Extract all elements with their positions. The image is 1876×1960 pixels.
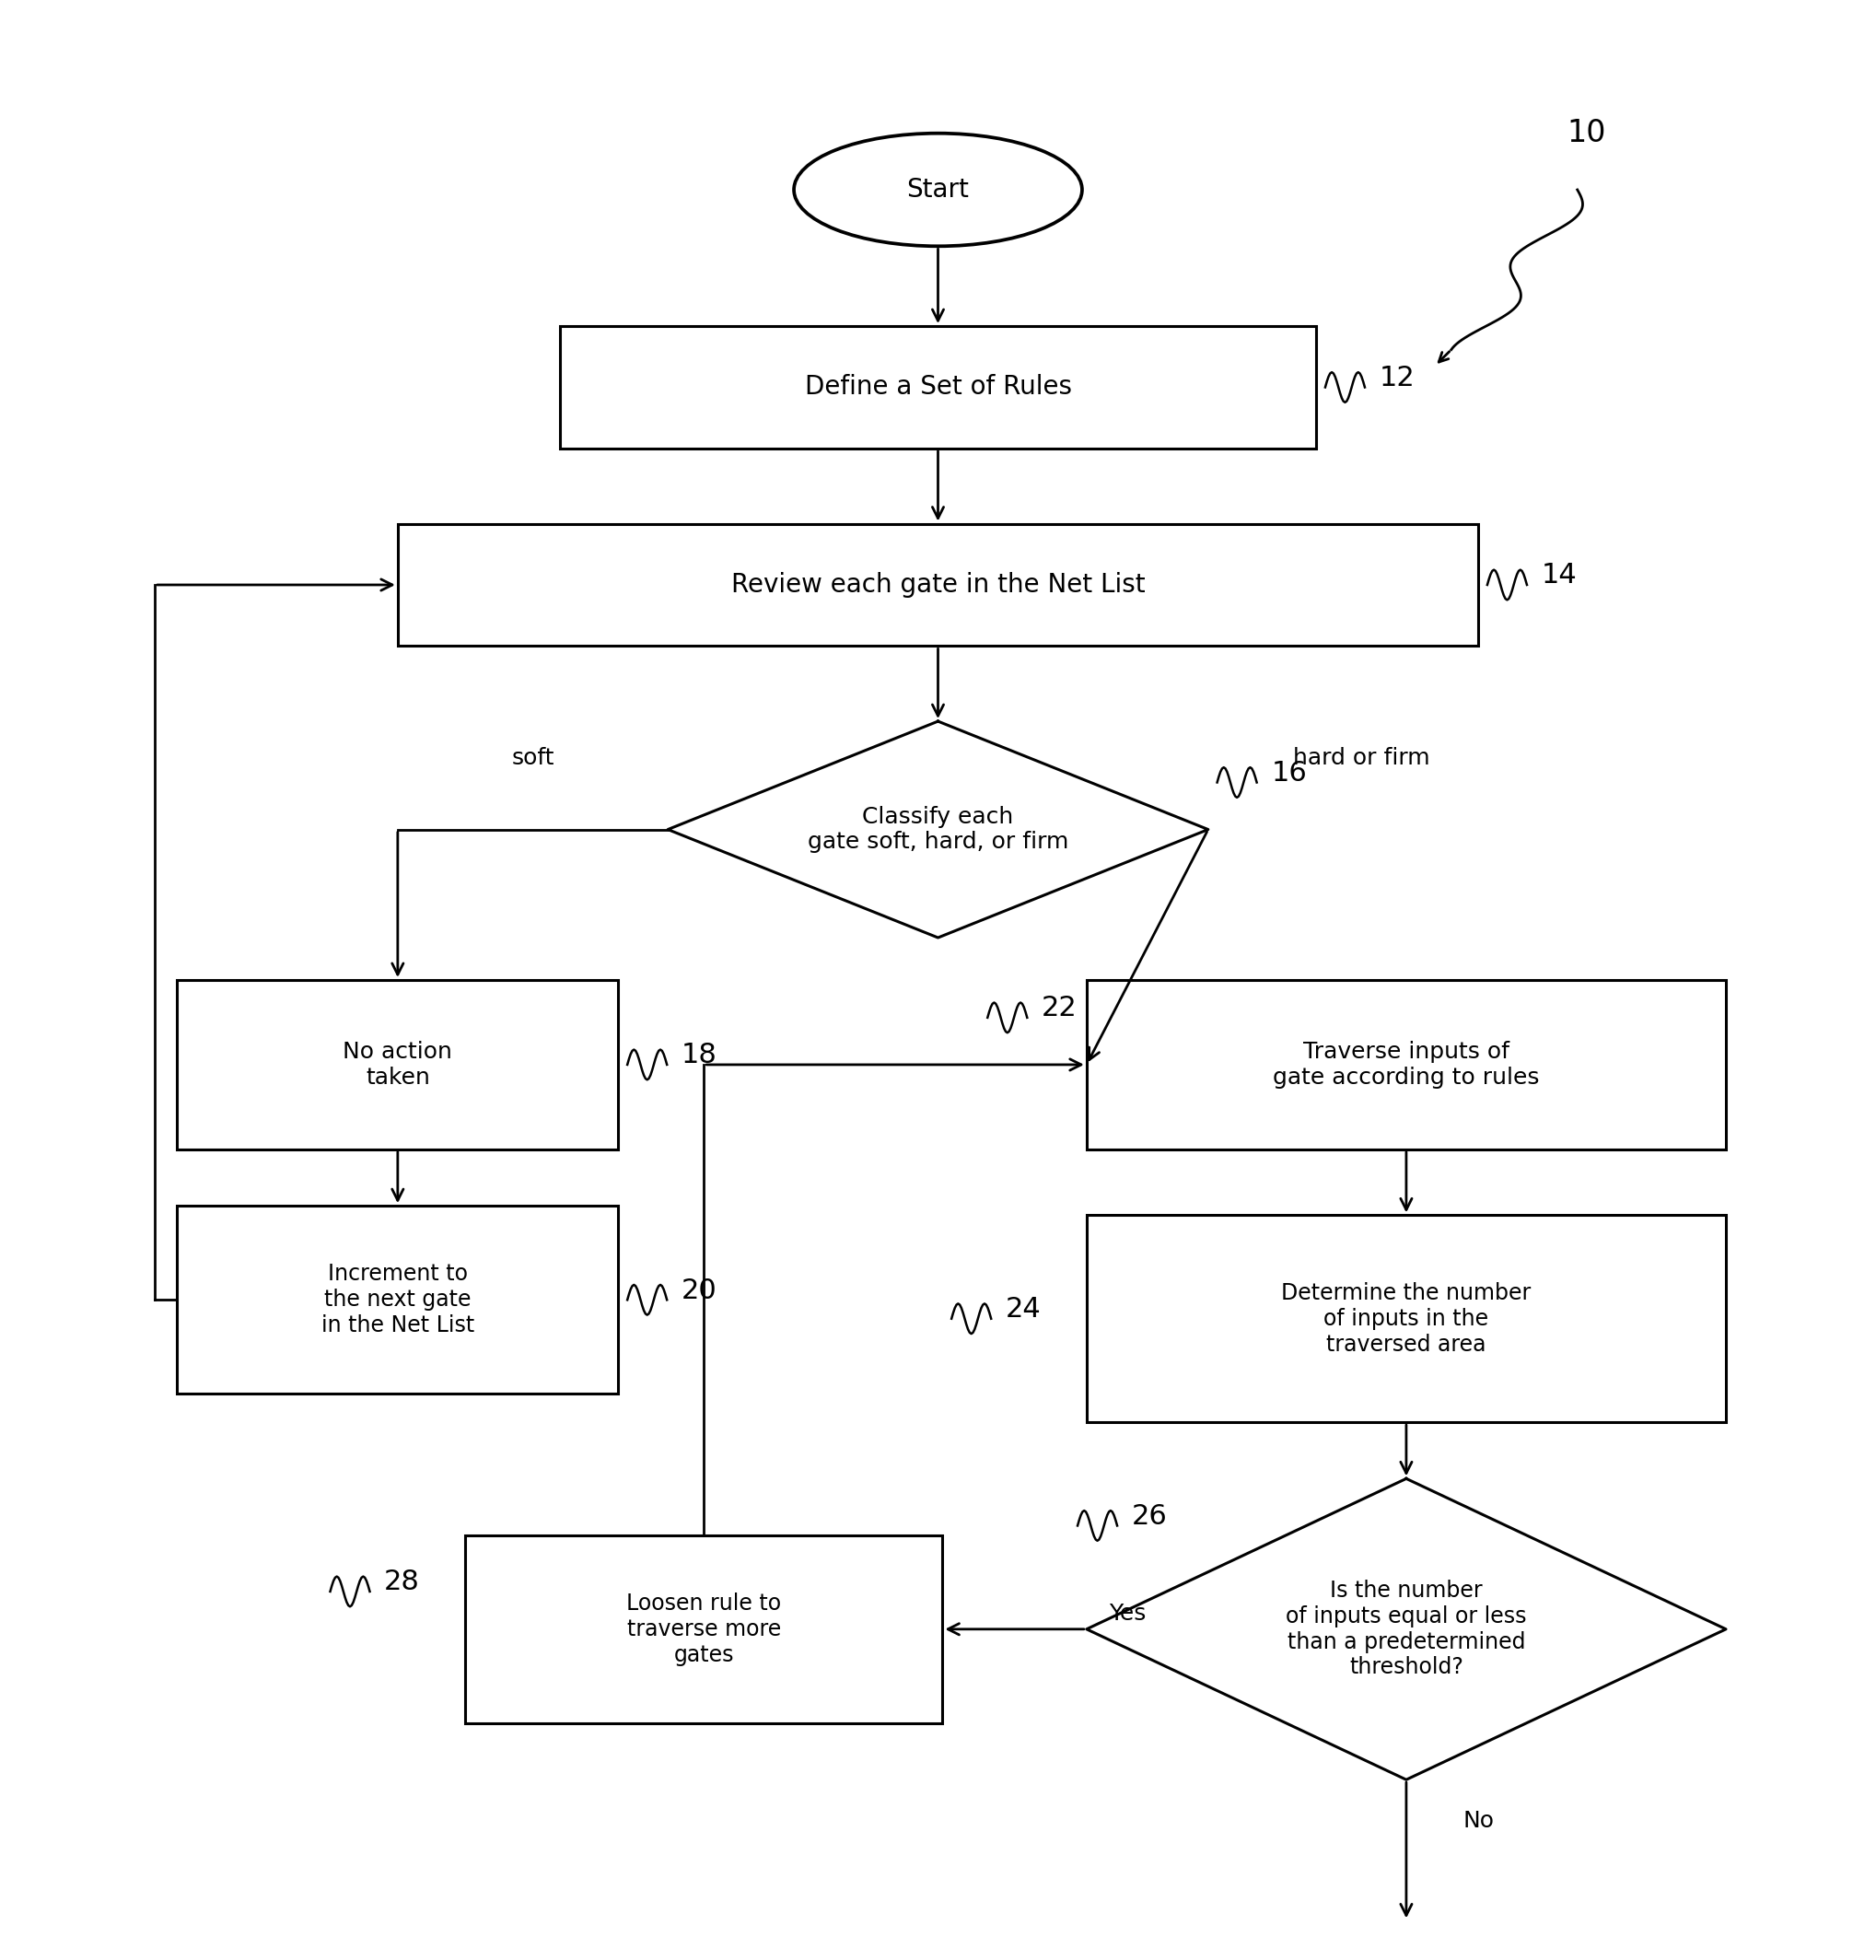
Text: Start: Start bbox=[906, 176, 970, 202]
Text: Determine the number
of inputs in the
traversed area: Determine the number of inputs in the tr… bbox=[1281, 1282, 1531, 1356]
Text: No: No bbox=[1463, 1809, 1493, 1833]
Text: 14: 14 bbox=[1542, 563, 1578, 588]
Text: No action
taken: No action taken bbox=[343, 1041, 452, 1088]
Bar bbox=[1086, 1215, 1726, 1423]
Text: 22: 22 bbox=[1041, 996, 1077, 1021]
Text: Loosen rule to
traverse more
gates: Loosen rule to traverse more gates bbox=[627, 1592, 780, 1666]
Text: Yes: Yes bbox=[1109, 1603, 1146, 1625]
Bar bbox=[176, 1205, 619, 1394]
Text: Is the number
of inputs equal or less
than a predetermined
threshold?: Is the number of inputs equal or less th… bbox=[1285, 1580, 1527, 1678]
Text: 24: 24 bbox=[1006, 1296, 1041, 1323]
Text: Traverse inputs of
gate according to rules: Traverse inputs of gate according to rul… bbox=[1274, 1041, 1540, 1088]
Text: Define a Set of Rules: Define a Set of Rules bbox=[805, 374, 1071, 400]
Bar bbox=[176, 980, 619, 1149]
Text: Review each gate in the Net List: Review each gate in the Net List bbox=[732, 572, 1144, 598]
Text: 26: 26 bbox=[1131, 1503, 1167, 1529]
Bar bbox=[559, 325, 1317, 449]
Text: 10: 10 bbox=[1566, 118, 1606, 149]
Text: Classify each
gate soft, hard, or firm: Classify each gate soft, hard, or firm bbox=[807, 806, 1069, 853]
Text: hard or firm: hard or firm bbox=[1293, 747, 1430, 768]
Text: 20: 20 bbox=[681, 1278, 717, 1303]
Text: Increment to
the next gate
in the Net List: Increment to the next gate in the Net Li… bbox=[321, 1262, 475, 1337]
Text: 28: 28 bbox=[385, 1568, 420, 1595]
Text: soft: soft bbox=[512, 747, 553, 768]
Text: 16: 16 bbox=[1272, 760, 1308, 786]
Bar bbox=[1086, 980, 1726, 1149]
Text: 12: 12 bbox=[1379, 365, 1415, 392]
Bar bbox=[398, 523, 1478, 647]
Text: 18: 18 bbox=[681, 1043, 717, 1068]
Bar bbox=[465, 1535, 942, 1723]
